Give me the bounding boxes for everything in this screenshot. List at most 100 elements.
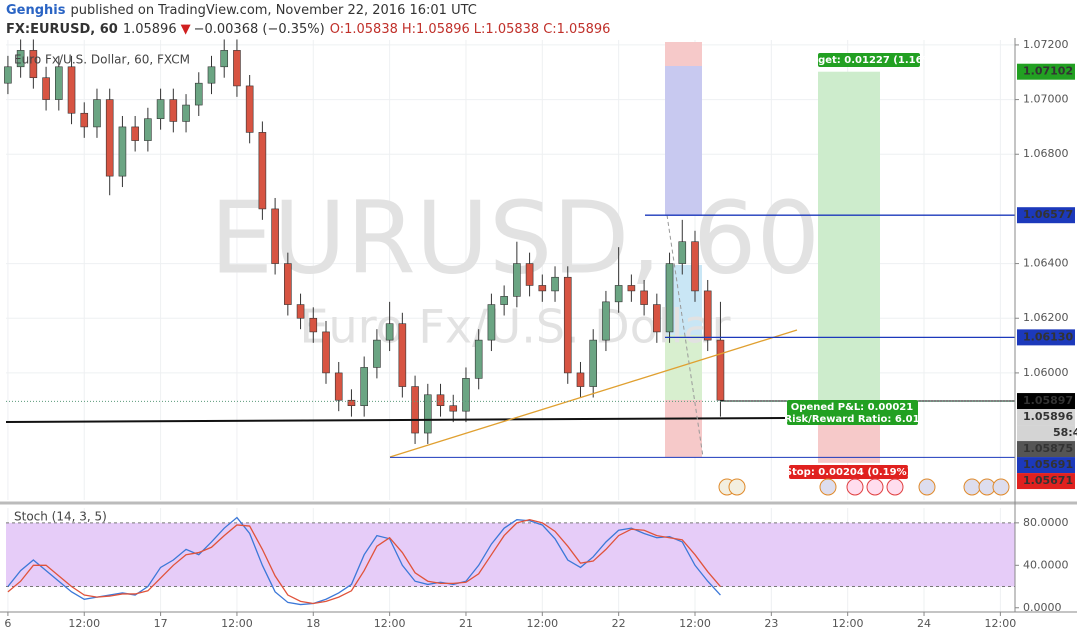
stoch-band — [6, 522, 1015, 587]
y-tick-label: 1.06000 — [1023, 366, 1069, 379]
header: Genghis published on TradingView.com, Nov… — [6, 3, 477, 18]
price-label-box — [1017, 63, 1075, 80]
candle-body — [42, 77, 50, 100]
candle-body — [29, 50, 38, 79]
author: Genghis — [6, 3, 66, 18]
candle-body — [296, 304, 305, 319]
event-icon — [846, 478, 864, 496]
candle-body — [258, 132, 267, 210]
price-label: 1.06130 — [1023, 330, 1073, 343]
candle-body — [131, 126, 139, 141]
candle-body — [703, 290, 712, 341]
x-tick-label: 6 — [4, 617, 11, 630]
candle-body — [105, 99, 114, 177]
high: H:1.05896 — [402, 22, 470, 37]
price-label-box — [1017, 393, 1075, 410]
event-icon — [819, 478, 837, 496]
price-label: 1.05671 — [1023, 474, 1073, 487]
candle-body — [67, 66, 76, 114]
marks — [4, 39, 725, 606]
candle-body — [194, 82, 203, 106]
quote: FX:EURUSD, 60 1.05896 ▼ −0.00368 (−0.35%) O:… — [6, 22, 610, 37]
candle-body — [691, 241, 699, 292]
candle-body — [411, 386, 419, 434]
x-tick-label: 18 — [306, 617, 320, 630]
candle-body — [118, 126, 127, 177]
candle-body — [373, 339, 381, 368]
price-label-box — [1017, 329, 1075, 346]
event-icon — [728, 478, 746, 496]
x-tick-label: 22 — [612, 617, 626, 630]
x-tick-label: 12:00 — [832, 617, 864, 630]
stoch-line — [7, 519, 721, 605]
old-tool-zone — [665, 66, 702, 216]
candle-body — [487, 304, 496, 341]
candle-body — [640, 290, 648, 305]
candle-body — [436, 394, 445, 407]
price-label-box — [1017, 441, 1075, 458]
symbol: FX:EURUSD, 60 — [6, 22, 118, 37]
price-label: 1.05875 — [1023, 442, 1073, 455]
countdown: 58:42 — [1053, 426, 1077, 439]
price-label-box — [1017, 457, 1075, 474]
price-label: 1.05691 — [1023, 458, 1073, 471]
low: L:1.05838 — [474, 22, 539, 37]
candle-body — [156, 99, 165, 120]
old-tool-zone — [665, 400, 702, 457]
y-tick-label: 1.07000 — [1023, 93, 1069, 106]
price-label-box — [1017, 409, 1075, 426]
candle-body — [309, 317, 318, 333]
candle-body — [614, 285, 623, 303]
candle-body — [525, 263, 534, 286]
price-label-box — [1017, 207, 1075, 224]
candle-body — [385, 323, 394, 341]
candle-body — [474, 339, 483, 379]
candle-body — [627, 285, 636, 292]
support-line — [5, 417, 786, 423]
axes: 6 12:00 17 12:00 18 12:00 21 12:00 22 12:00 23 12:0… — [4, 38, 1077, 630]
close: C:1.05896 — [543, 22, 610, 37]
price-label: 1.06577 — [1023, 208, 1073, 221]
event-icons — [718, 478, 1010, 496]
grid — [6, 40, 1015, 612]
candle-body — [55, 66, 63, 100]
candle-body — [716, 339, 725, 401]
last: 1.05896 — [123, 22, 177, 37]
open: O:1.05838 — [330, 22, 398, 37]
x-tick-label: 12:00 — [221, 617, 253, 630]
chart-title: Euro Fx/U.S. Dollar, 60, FXCM — [14, 53, 190, 67]
event-icon — [886, 478, 904, 496]
candle-body — [169, 99, 178, 122]
arrow: ▼ — [181, 22, 191, 37]
candle-body — [665, 263, 674, 333]
stoch-title: Stoch (14, 3, 5) — [14, 510, 107, 524]
x-tick-label: 24 — [917, 617, 931, 630]
stop-label: Stop: 0.00204 (0.19%) — [785, 467, 911, 478]
y-tick-label: 0.0000 — [1023, 601, 1062, 614]
candle-body — [322, 331, 330, 374]
candle-body — [245, 85, 254, 133]
event-icon — [992, 478, 1010, 496]
x-tick-label: 12:00 — [526, 617, 558, 630]
event-icon — [963, 478, 981, 496]
event-icon — [918, 478, 936, 496]
candle-body — [500, 296, 508, 305]
price-label: 1.07102 — [1023, 65, 1073, 78]
candle-body — [360, 367, 368, 407]
candle-body — [284, 263, 292, 305]
candle-body — [589, 339, 598, 387]
x-tick-label: 12:00 — [679, 617, 711, 630]
candle-body — [144, 118, 152, 141]
candle-body — [4, 66, 12, 84]
pnl-box — [787, 400, 918, 425]
candle-body — [602, 301, 610, 341]
old-tool-zone — [665, 42, 702, 66]
change: −0.00368 (−0.35%) — [194, 22, 325, 37]
candle-body — [462, 378, 470, 412]
candle-body — [653, 304, 661, 333]
target-box — [818, 53, 920, 67]
candle-body — [220, 50, 229, 68]
candle-body — [576, 372, 585, 387]
x-tick-label: 12:00 — [985, 617, 1017, 630]
